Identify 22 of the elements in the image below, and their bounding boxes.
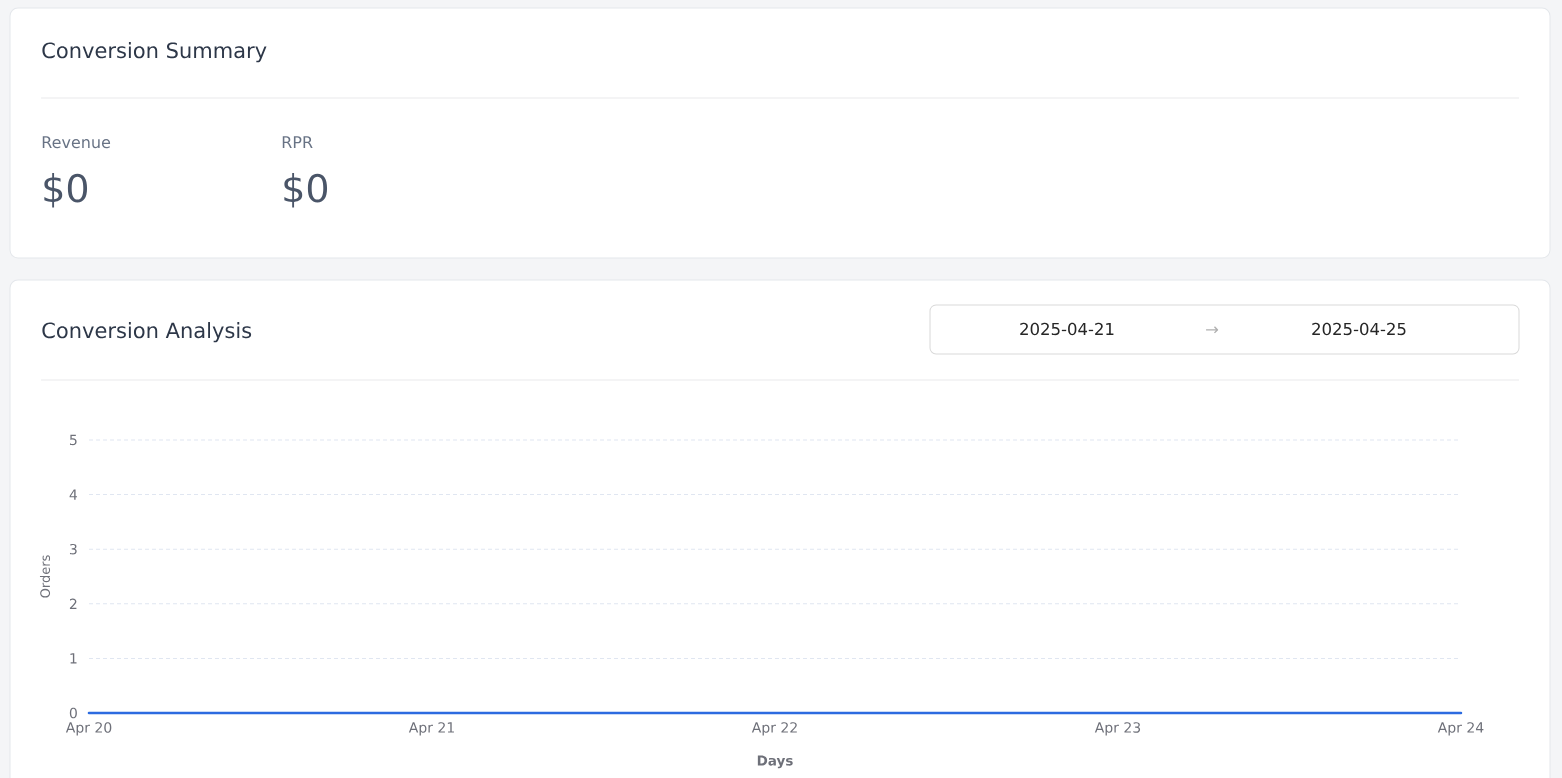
- x-tick-label: Apr 24: [1437, 722, 1484, 736]
- y-tick-label: 0: [69, 707, 77, 719]
- x-tick-label: Apr 21: [408, 722, 454, 736]
- y-axis-title: Orders: [39, 555, 51, 598]
- chart-title: Conversion Analysis: [42, 322, 252, 343]
- text: 2025-04-21: [1020, 322, 1114, 336]
- text: 2025-04-25: [1312, 322, 1406, 336]
- y-tick-label: 1: [70, 653, 77, 664]
- y-tick-label: 3: [69, 543, 77, 555]
- x-tick-label: Apr 23: [1094, 722, 1141, 736]
- text: →: [1206, 326, 1219, 334]
- text: Conversion Summary: [42, 42, 267, 63]
- x-tick-label: Apr 20: [65, 722, 112, 736]
- text: Revenue: [42, 136, 111, 149]
- y-tick-label: 5: [69, 434, 77, 446]
- x-tick-label: Apr 22: [751, 722, 797, 736]
- text: RPR: [282, 136, 313, 148]
- text: $0: [284, 173, 328, 208]
- y-tick-label: 4: [69, 489, 78, 500]
- text: $0: [44, 173, 88, 208]
- y-tick-label: 2: [69, 598, 77, 609]
- x-axis-title: Days: [757, 755, 793, 769]
